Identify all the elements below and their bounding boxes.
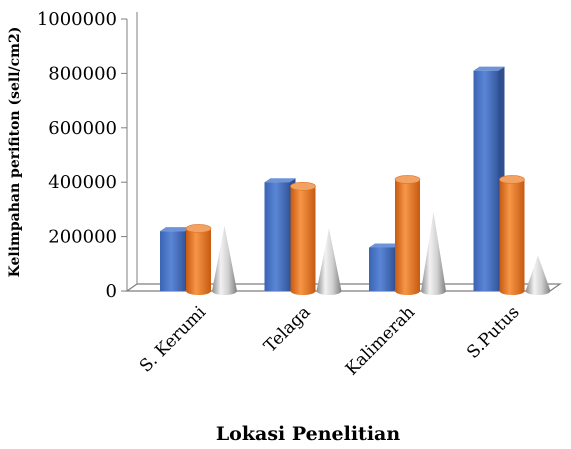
bar-gray-cone-skerumi [212,225,237,295]
y-tick-label: 1000000 [37,9,117,30]
y-tick-label: 400000 [48,172,117,193]
y-tick-label: 200000 [48,227,117,248]
y-axis-title: Kelimpahan perifiton (sell/cm2) [7,27,23,278]
x-category-label: Telaga [260,302,314,356]
x-category-labels: S. Kerumi Telaga Kalimerah S.Putus [136,302,524,380]
x-axis-title: Lokasi Penelitian [216,423,401,445]
x-category-label: S.Putus [463,302,523,362]
chart-bars [160,66,551,295]
bar-orange-kalimerah [394,175,421,295]
x-category-label: S. Kerumi [136,302,210,376]
bar-orange-skerumi [185,224,212,295]
y-tick-label: 800000 [48,63,117,84]
bar-orange-sputus [499,175,525,295]
bar-orange-telaga [290,181,316,295]
x-category-label: Kalimerah [342,302,419,379]
bar-gray-cone-kalimerah [421,212,446,295]
y-tick-label: 0 [106,281,117,302]
y-tick-labels: 0 200000 400000 600000 800000 1000000 [37,9,117,302]
y-tick-label: 600000 [48,118,117,139]
bar-gray-cone-sputus [525,255,551,295]
bar-gray-cone-telaga [316,228,342,295]
